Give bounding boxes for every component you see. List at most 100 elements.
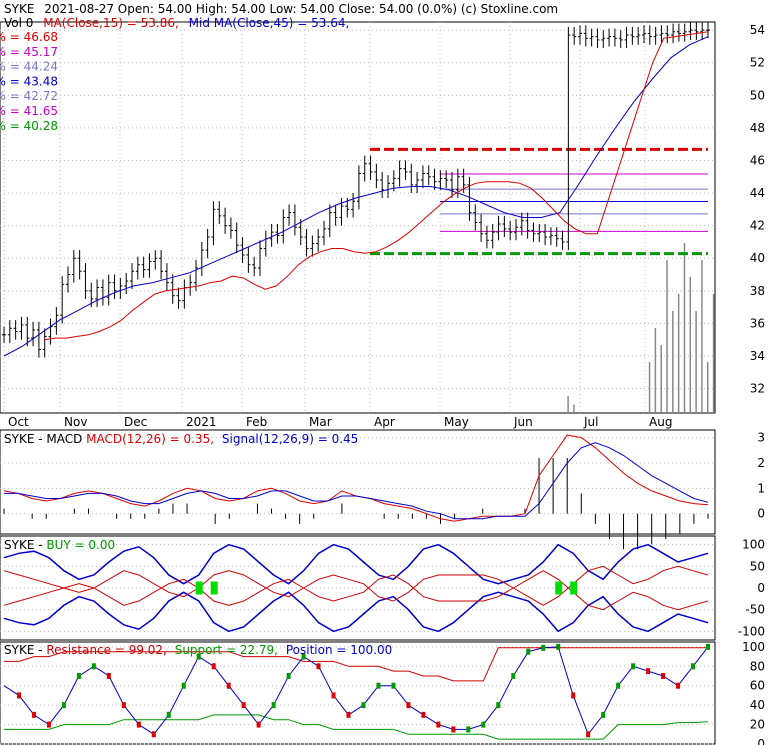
- buy-y-tick: -100: [738, 624, 765, 638]
- volume-bar: [666, 260, 668, 413]
- position-panel-frame: [0, 641, 716, 745]
- position-step: [61, 702, 66, 709]
- price-y-tick: 44: [750, 186, 765, 200]
- buy-y-tick: 0: [757, 581, 765, 595]
- macd-line: [3, 434, 709, 522]
- position-step: [676, 682, 681, 689]
- position-step: [166, 711, 171, 718]
- position-y-tick: 100: [742, 640, 765, 654]
- buy-markers: [195, 581, 578, 595]
- position-step: [481, 721, 486, 728]
- header-symbol: SYKE: [4, 2, 34, 16]
- position-step: [571, 692, 576, 699]
- price-y-tick: 48: [750, 121, 765, 135]
- position-step: [511, 673, 516, 679]
- volume-bar: [712, 294, 715, 413]
- position-step: [586, 731, 591, 738]
- position-step: [436, 721, 441, 728]
- volume-bar: [683, 243, 686, 413]
- macd-panel-frame: [0, 429, 716, 535]
- position-step: [706, 643, 710, 650]
- position-step: [466, 726, 471, 733]
- ma45-line: [3, 36, 709, 357]
- position-line: [3, 646, 709, 736]
- position-step: [391, 682, 396, 689]
- buy-signal-line-2: [3, 570, 709, 611]
- position-step: [121, 702, 126, 709]
- fibonacci-levels: [370, 147, 708, 256]
- fib-level-label: 0% = 40.28: [0, 119, 58, 133]
- position-y-tick: 40: [750, 698, 765, 712]
- position-step: [541, 644, 546, 651]
- position-steps: [16, 643, 710, 738]
- volume-bars: [567, 243, 715, 413]
- price-panel-frame: [0, 21, 716, 414]
- position-step: [256, 721, 261, 728]
- position-step: [271, 702, 276, 709]
- position-step: [226, 682, 231, 689]
- x-tick-label: Nov: [64, 415, 87, 429]
- volume-bar: [672, 311, 674, 413]
- macd-y-ticks: 0 1 2 3: [757, 431, 765, 521]
- position-step: [91, 663, 96, 670]
- buy-marker: [195, 581, 203, 595]
- position-label-prefix: SYKE -: [4, 643, 46, 657]
- position-step: [691, 663, 696, 670]
- volume-bar: [707, 362, 709, 413]
- volume-bar: [648, 362, 651, 413]
- x-tick-labels: Oct Nov Dec 2021 Feb Mar Apr May Jun Jul Aug: [8, 415, 672, 429]
- macd-label: SYKE - MACD MACD(12,26) = 0.35, Signal(1…: [4, 432, 358, 446]
- price-y-tick: 32: [750, 382, 765, 396]
- x-tick-label: Jun: [513, 415, 533, 429]
- position-step: [526, 648, 531, 655]
- buy-upper-band: [3, 543, 709, 585]
- price-y-tick: 50: [750, 88, 765, 102]
- volume-bar: [695, 311, 697, 413]
- buy-panel-frame: [0, 535, 716, 641]
- position-step: [346, 711, 351, 718]
- x-tick-label: Jul: [583, 415, 598, 429]
- x-tick-label: Apr: [374, 415, 395, 429]
- volume-bar: [701, 260, 703, 413]
- price-y-tick: 42: [750, 219, 765, 233]
- position-step: [376, 682, 381, 689]
- volume-bar: [689, 277, 692, 413]
- position-step: [46, 721, 51, 728]
- price-y-tick: 38: [750, 284, 765, 298]
- buy-y-tick: 50: [750, 559, 765, 573]
- x-tick-label: 2021: [186, 415, 217, 429]
- header-ma45: Mid MA(Close,45) = 53.64,: [189, 16, 350, 30]
- position-step: [151, 731, 156, 738]
- macd-signal-line: [4, 442, 709, 520]
- fib-level-label: 61% = 44.24: [0, 60, 58, 74]
- buy-y-ticks: 100 50 0 -50 -100: [738, 538, 765, 639]
- x-tick-label: May: [444, 415, 469, 429]
- position-step: [601, 711, 606, 718]
- price-y-tick: 54: [750, 23, 765, 37]
- fib-level-label: 78% = 45.17: [0, 45, 58, 59]
- buy-marker: [570, 581, 578, 595]
- price-y-tick: 34: [750, 349, 765, 363]
- position-step: [76, 673, 81, 679]
- position-y-tick: 0: [757, 737, 765, 745]
- macd-grid: [0, 437, 715, 515]
- macd-label-value: MACD(12,26) = 0.35,: [86, 432, 214, 446]
- position-y-tick: 60: [750, 679, 765, 693]
- price-y-tick: 52: [750, 56, 765, 70]
- volume-bar: [660, 345, 662, 413]
- position-step: [421, 711, 426, 718]
- resistance-line: [4, 647, 708, 682]
- macd-label-signal: Signal(12,26,9) = 0.45: [222, 432, 358, 446]
- position-step: [286, 673, 291, 679]
- price-y-tick: 46: [750, 154, 765, 168]
- position-step: [616, 682, 621, 689]
- position-step: [241, 702, 246, 709]
- buy-panel: 100 50 0 -50 -100: [0, 535, 765, 641]
- position-step: [661, 673, 666, 679]
- position-panel: 100 80 60 40 20 0: [0, 640, 765, 745]
- fib-level-label: 100% = 46.68: [0, 30, 58, 44]
- buy-label: SYKE - BUY = 0.00: [4, 538, 115, 552]
- x-tick-label: Dec: [124, 415, 147, 429]
- position-step: [106, 673, 111, 679]
